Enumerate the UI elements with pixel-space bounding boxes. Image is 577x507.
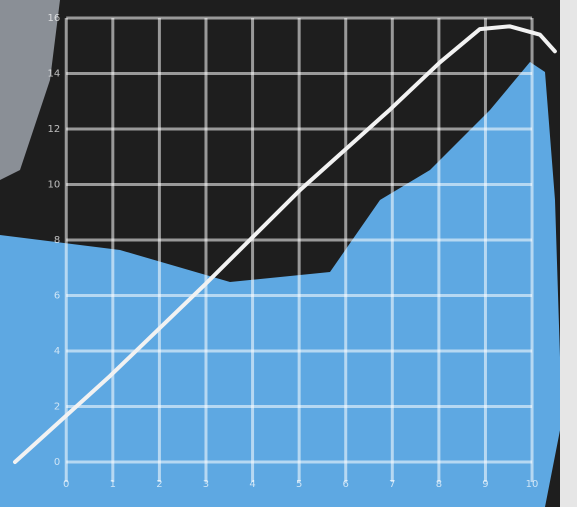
y-tick-label: 16 bbox=[48, 13, 61, 24]
photo-edge bbox=[560, 0, 577, 507]
x-tick-label: 6 bbox=[343, 479, 349, 490]
y-tick-label: 12 bbox=[48, 124, 61, 135]
y-tick-label: 0 bbox=[54, 457, 60, 468]
y-tick-label: 2 bbox=[54, 402, 60, 413]
y-tick-label: 8 bbox=[54, 235, 60, 246]
y-tick-label: 14 bbox=[48, 69, 61, 80]
x-tick-label: 9 bbox=[482, 479, 488, 490]
x-tick-label: 0 bbox=[63, 479, 69, 490]
x-tick-label: 2 bbox=[156, 479, 162, 490]
photo-light-area bbox=[0, 0, 60, 180]
data-line bbox=[13, 24, 557, 464]
x-tick-label: 3 bbox=[203, 479, 209, 490]
y-tick-label: 6 bbox=[54, 291, 60, 302]
photo-blue-area bbox=[0, 62, 562, 507]
x-tick-label: 10 bbox=[526, 479, 539, 490]
x-tick-label: 1 bbox=[110, 479, 116, 490]
y-tick-label: 4 bbox=[54, 346, 60, 357]
x-tick-label: 8 bbox=[436, 479, 442, 490]
x-tick-label: 7 bbox=[389, 479, 395, 490]
y-tick-label: 10 bbox=[48, 180, 61, 191]
x-tick-label: 4 bbox=[249, 479, 255, 490]
x-tick-label: 5 bbox=[296, 479, 302, 490]
